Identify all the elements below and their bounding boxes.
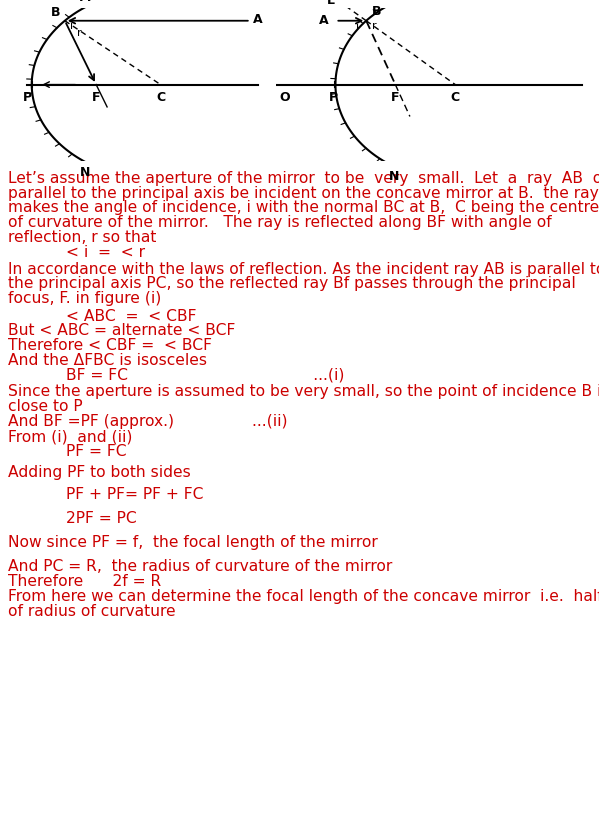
Text: Now since PF = f,  the focal length of the mirror: Now since PF = f, the focal length of th… bbox=[8, 535, 377, 549]
Text: close to P: close to P bbox=[8, 399, 83, 414]
Text: A: A bbox=[319, 14, 328, 27]
Text: And PC = R,  the radius of curvature of the mirror: And PC = R, the radius of curvature of t… bbox=[8, 559, 392, 574]
Text: From here we can determine the focal length of the concave mirror  i.e.  half: From here we can determine the focal len… bbox=[8, 589, 599, 604]
Text: N: N bbox=[389, 170, 400, 183]
Text: C: C bbox=[156, 92, 165, 104]
Text: O: O bbox=[280, 92, 291, 104]
Text: reflection, r so that: reflection, r so that bbox=[8, 230, 156, 245]
Text: PF = FC: PF = FC bbox=[66, 444, 126, 459]
Text: N: N bbox=[80, 166, 90, 178]
Text: BF = FC                                      ...(i): BF = FC ...(i) bbox=[66, 368, 344, 383]
Text: Adding PF to both sides: Adding PF to both sides bbox=[8, 465, 190, 480]
Text: the principal axis PC, so the reflected ray Bf passes through the principal: the principal axis PC, so the reflected … bbox=[8, 276, 576, 291]
Text: M: M bbox=[79, 0, 92, 3]
Text: i: i bbox=[356, 22, 359, 32]
Text: Let’s assume the aperture of the mirror  to be  very  small.  Let  a  ray  AB  o: Let’s assume the aperture of the mirror … bbox=[8, 171, 599, 186]
Text: PF + PF= PF + FC: PF + PF= PF + FC bbox=[66, 487, 204, 502]
Text: < ABC  =  < CBF: < ABC = < CBF bbox=[66, 309, 196, 323]
Text: parallel to the principal axis be incident on the concave mirror at B.  the ray: parallel to the principal axis be incide… bbox=[8, 186, 598, 200]
Text: B: B bbox=[51, 6, 60, 19]
Text: Therefore      2f = R: Therefore 2f = R bbox=[8, 574, 161, 589]
Text: And BF =PF (approx.)                ...(ii): And BF =PF (approx.) ...(ii) bbox=[8, 414, 288, 429]
Text: i: i bbox=[69, 21, 73, 31]
Text: From (i)  and (ii): From (i) and (ii) bbox=[8, 429, 132, 444]
Text: And the ΔFBC is isosceles: And the ΔFBC is isosceles bbox=[8, 353, 207, 368]
Text: < i  =  < r: < i = < r bbox=[66, 245, 145, 260]
Text: r: r bbox=[77, 28, 81, 38]
Text: In accordance with the laws of reflection. As the incident ray AB is parallel to: In accordance with the laws of reflectio… bbox=[8, 262, 599, 276]
Text: F: F bbox=[391, 92, 400, 104]
Text: Since the aperture is assumed to be very small, so the point of incidence B is: Since the aperture is assumed to be very… bbox=[8, 384, 599, 399]
Text: makes the angle of incidence, i with the normal BC at B,  C being the centre: makes the angle of incidence, i with the… bbox=[8, 200, 599, 215]
Text: of radius of curvature: of radius of curvature bbox=[8, 604, 176, 619]
Text: C: C bbox=[450, 92, 460, 104]
Text: E: E bbox=[327, 0, 336, 7]
Text: P: P bbox=[328, 92, 338, 104]
Text: 2PF = PC: 2PF = PC bbox=[66, 511, 137, 526]
Text: of curvature of the mirror.   The ray is reflected along BF with angle of: of curvature of the mirror. The ray is r… bbox=[8, 215, 552, 230]
Text: Therefore < CBF =  < BCF: Therefore < CBF = < BCF bbox=[8, 338, 212, 353]
Text: B: B bbox=[372, 5, 382, 18]
Text: focus, F. in figure (i): focus, F. in figure (i) bbox=[8, 291, 161, 306]
Text: F: F bbox=[92, 92, 101, 104]
Text: r: r bbox=[373, 21, 377, 31]
Text: A: A bbox=[253, 13, 263, 26]
Text: But < ABC = alternate < BCF: But < ABC = alternate < BCF bbox=[8, 323, 235, 338]
Text: P: P bbox=[23, 92, 32, 104]
